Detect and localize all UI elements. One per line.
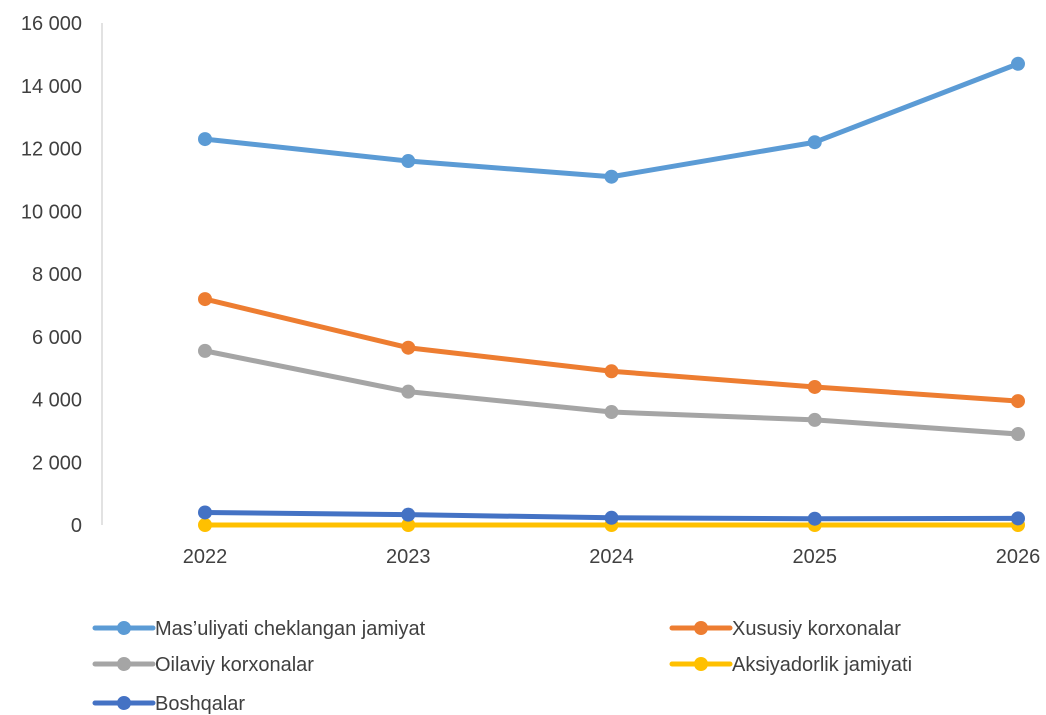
data-point: [401, 154, 416, 169]
y-tick-label: 6 000: [32, 327, 82, 349]
data-point: [1011, 427, 1025, 442]
x-tick-label: 2023: [386, 546, 431, 568]
data-point: [401, 507, 416, 522]
legend-label: Mas’uliyati cheklangan jamiyat: [155, 618, 426, 640]
x-tick-label: 2024: [589, 546, 634, 568]
y-tick-label: 12 000: [21, 139, 82, 161]
data-point: [198, 505, 212, 520]
data-point: [198, 343, 212, 358]
x-tick-label: 2026: [996, 546, 1041, 568]
data-point: [1011, 56, 1025, 71]
y-tick-label: 4 000: [32, 390, 82, 412]
data-point: [604, 169, 619, 184]
series-3: [198, 343, 1025, 442]
legend-swatch-marker: [117, 621, 131, 635]
series-1: [198, 56, 1025, 184]
series-2: [198, 292, 1025, 409]
data-point: [604, 405, 619, 420]
data-point: [807, 135, 822, 150]
data-point: [401, 384, 416, 399]
series-line: [202, 61, 1021, 180]
y-tick-label: 8 000: [32, 264, 82, 286]
y-tick-label: 2 000: [32, 452, 82, 474]
data-point: [604, 510, 619, 525]
legend-item: Xususiy korxonalar: [669, 618, 901, 640]
data-point: [807, 412, 822, 427]
legend-item: Mas’uliyati cheklangan jamiyat: [92, 618, 426, 640]
legend-label: Boshqalar: [155, 693, 245, 715]
data-point: [401, 518, 416, 532]
legend-item: Aksiyadorlik jamiyati: [669, 654, 912, 676]
legend-label: Oilaviy korxonalar: [155, 654, 314, 676]
x-tick-label: 2025: [793, 546, 838, 568]
y-tick-label: 0: [71, 515, 82, 537]
y-tick-label: 16 000: [21, 13, 82, 35]
series-group: [198, 56, 1025, 532]
data-point: [604, 364, 619, 379]
legend-swatch-marker: [117, 696, 131, 710]
data-point: [198, 292, 212, 307]
y-tick-label: 10 000: [21, 201, 82, 223]
data-point: [1011, 394, 1025, 409]
legend-item: Oilaviy korxonalar: [92, 654, 314, 676]
series-5: [198, 505, 1025, 526]
data-point: [807, 511, 822, 526]
legend-label: Aksiyadorlik jamiyati: [732, 654, 912, 676]
legend-swatch-marker: [694, 621, 708, 635]
data-point: [807, 379, 822, 394]
legend-swatch-marker: [117, 657, 131, 671]
series-line: [202, 296, 1021, 404]
x-tick-label: 2022: [183, 546, 228, 568]
data-point: [198, 518, 212, 532]
legend-item: Boshqalar: [92, 693, 245, 715]
data-point: [198, 132, 212, 147]
data-point: [401, 340, 416, 355]
legend: Mas’uliyati cheklangan jamiyat Xususiy ko…: [92, 618, 912, 715]
data-point: [1011, 511, 1025, 526]
legend-swatch-marker: [694, 657, 708, 671]
legend-label: Xususiy korxonalar: [732, 618, 901, 640]
axes: 0 2 000 4 000 6 000 8 000 10 000 12 000 14 000 1…: [21, 13, 1040, 568]
y-tick-label: 14 000: [21, 76, 82, 98]
